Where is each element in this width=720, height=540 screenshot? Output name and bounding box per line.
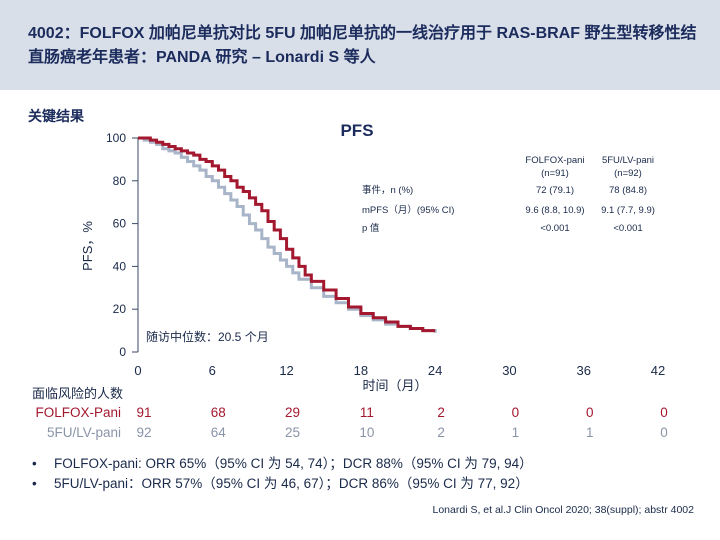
results-bullets: • FOLFOX-pani: ORR 65%（95% CI 为 54, 74）；D… bbox=[32, 454, 533, 494]
stats-header: 5FU/LV-pani bbox=[602, 155, 654, 166]
risk-count: 0 bbox=[512, 405, 520, 420]
citation: Lonardi S, et al.J Clin Oncol 2020; 38(s… bbox=[432, 504, 695, 516]
risk-table-title: 面临风险的人数 bbox=[32, 386, 123, 401]
stats-cell: 78 (84.8) bbox=[609, 185, 647, 196]
header-band: 4002：FOLFOX 加帕尼单抗对比 5FU 加帕尼单抗的一线治疗用于 RAS… bbox=[0, 0, 720, 90]
y-tick-label: 80 bbox=[113, 174, 127, 188]
x-tick-label: 36 bbox=[576, 363, 590, 378]
stats-header: FOLFOX-pani bbox=[525, 155, 584, 166]
y-tick-label: 20 bbox=[113, 302, 127, 316]
x-tick-label: 30 bbox=[502, 363, 516, 378]
risk-count: 91 bbox=[136, 405, 151, 420]
risk-count: 64 bbox=[211, 425, 227, 440]
x-tick-label: 42 bbox=[651, 363, 665, 378]
risk-row-label: FOLFOX-Pani bbox=[35, 405, 121, 420]
risk-count: 1 bbox=[586, 425, 594, 440]
x-tick-label: 6 bbox=[209, 363, 216, 378]
stats-header-n: (n=92) bbox=[614, 168, 642, 179]
slide-title: 4002：FOLFOX 加帕尼单抗对比 5FU 加帕尼单抗的一线治疗用于 RAS… bbox=[28, 25, 697, 66]
risk-count: 1 bbox=[512, 425, 520, 440]
stats-row-label: mPFS（月）(95% CI) bbox=[362, 204, 454, 216]
risk-count: 0 bbox=[660, 405, 668, 420]
stats-cell: <0.001 bbox=[540, 223, 569, 234]
series-line bbox=[138, 136, 436, 333]
y-tick-label: 40 bbox=[113, 259, 127, 273]
risk-count: 2 bbox=[437, 425, 445, 440]
risk-count: 25 bbox=[285, 425, 300, 440]
stats-row-label: 事件，n (%) bbox=[362, 184, 413, 196]
risk-count: 11 bbox=[360, 405, 374, 420]
risk-count: 2 bbox=[437, 405, 445, 420]
chart-title: PFS bbox=[340, 121, 373, 140]
risk-count: 68 bbox=[211, 405, 226, 420]
risk-count: 0 bbox=[660, 425, 668, 440]
x-tick-label: 18 bbox=[354, 363, 368, 378]
stats-cell: 9.1 (7.7, 9.9) bbox=[601, 205, 655, 216]
risk-count: 0 bbox=[586, 405, 594, 420]
y-axis-label: PFS，% bbox=[80, 221, 95, 271]
bullet-item: • 5FU/LV-pani：ORR 57%（95% CI 为 46, 67）；DC… bbox=[32, 474, 533, 494]
x-tick-label: 12 bbox=[279, 363, 293, 378]
follow-up-annotation: 随访中位数：20.5 个月 bbox=[146, 329, 269, 344]
stats-row-label: p 值 bbox=[362, 222, 380, 234]
section-label: 关键结果 bbox=[28, 108, 84, 124]
stats-header-n: (n=91) bbox=[541, 168, 569, 179]
bullet-text-5fu: 5FU/LV-pani：ORR 57%（95% CI 为 46, 67）；DCR… bbox=[54, 476, 529, 491]
y-tick-label: 100 bbox=[106, 131, 126, 145]
risk-row-label: 5FU/LV-pani bbox=[47, 425, 121, 440]
risk-count: 92 bbox=[136, 425, 151, 440]
y-tick-label: 60 bbox=[113, 217, 127, 231]
x-axis-label: 时间（月） bbox=[362, 378, 427, 393]
bullet-text-folfox: FOLFOX-pani: ORR 65%（95% CI 为 54, 74）；DC… bbox=[54, 456, 533, 471]
y-tick-label: 0 bbox=[119, 345, 126, 359]
bullet-item: • FOLFOX-pani: ORR 65%（95% CI 为 54, 74）；D… bbox=[32, 454, 533, 474]
series-line bbox=[138, 136, 437, 333]
stats-cell: 9.6 (8.8, 10.9) bbox=[525, 205, 584, 216]
risk-count: 29 bbox=[285, 405, 300, 420]
x-tick-label: 24 bbox=[428, 363, 442, 378]
risk-count: 10 bbox=[359, 425, 374, 440]
stats-cell: <0.001 bbox=[613, 223, 642, 234]
stats-cell: 72 (79.1) bbox=[536, 185, 574, 196]
x-tick-label: 0 bbox=[134, 363, 141, 378]
